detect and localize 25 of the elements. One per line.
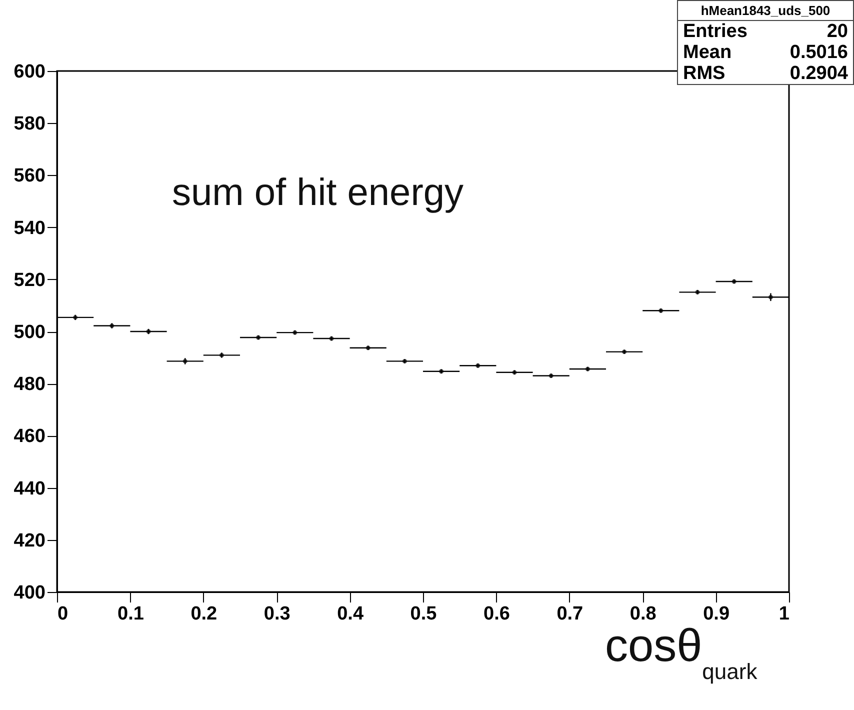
x-tick-label: 0.3 (264, 604, 290, 624)
text: RMS 0.2904 (683, 63, 848, 84)
x-tick-label: 0.4 (337, 604, 364, 624)
y-tick-label: 540 (14, 218, 46, 239)
y-tick-label: 560 (14, 166, 46, 187)
text: Entries 20 (683, 21, 848, 42)
x-tick-label: 0.1 (117, 604, 144, 624)
y-tick-label: 440 (14, 478, 46, 500)
x-tick-label: 0 (58, 604, 68, 624)
x-tick-label: 0.7 (556, 604, 584, 624)
x-tick-label: 0.6 (483, 604, 510, 624)
x-tick-label: 1 (778, 604, 790, 624)
y-tick-label: 420 (14, 530, 46, 552)
y-tick-label: 400 (14, 582, 46, 604)
y-tick-label: 520 (14, 270, 46, 291)
text: Mean 0.5016 (683, 42, 848, 63)
text: hMean1843_uds_500 (678, 1, 853, 21)
y-tick-label: 580 (14, 114, 46, 135)
y-tick-label: 480 (14, 374, 46, 396)
x-tick-label: 0.2 (190, 604, 218, 624)
y-tick-label: 500 (14, 322, 46, 343)
x-tick-label: 0.5 (410, 604, 438, 624)
y-tick-label: 460 (14, 426, 46, 448)
y-tick-label: 600 (14, 62, 46, 82)
text: sum of hit energy (172, 172, 464, 215)
